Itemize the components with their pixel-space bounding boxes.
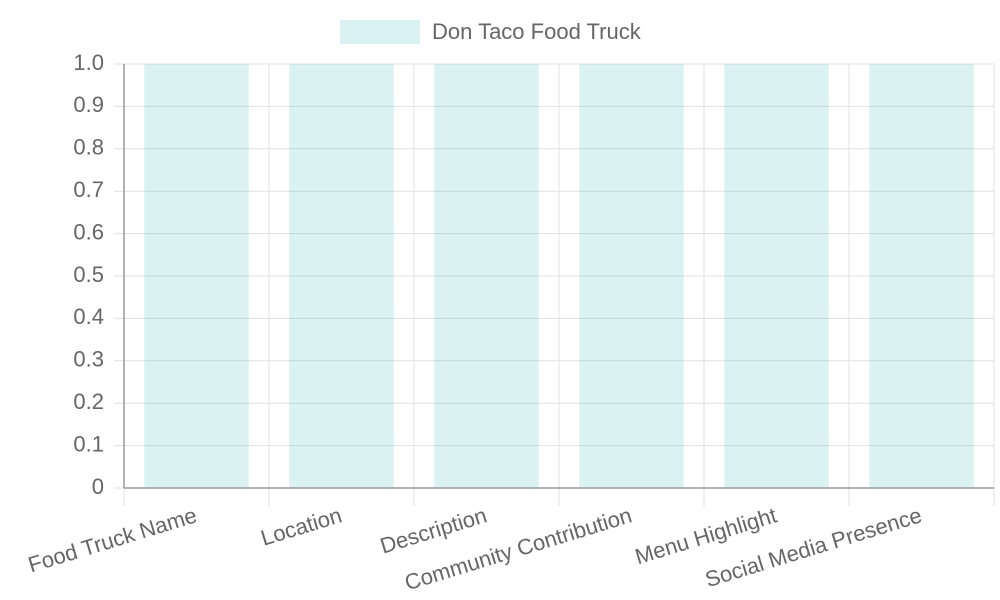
bar	[289, 64, 394, 488]
y-tick-label: 0.8	[73, 135, 104, 160]
bar	[144, 64, 249, 488]
x-tick-label: Food Truck Name	[25, 502, 200, 577]
y-tick-label: 0.2	[73, 389, 104, 414]
bar	[869, 64, 974, 488]
legend-swatch	[340, 20, 420, 44]
legend-label: Don Taco Food Truck	[432, 19, 642, 44]
y-tick-label: 0.1	[73, 431, 104, 456]
bar	[724, 64, 829, 488]
x-tick-label: Location	[258, 502, 345, 550]
y-tick-label: 0	[92, 474, 104, 499]
y-tick-label: 0.4	[73, 304, 104, 329]
y-tick-label: 0.9	[73, 92, 104, 117]
y-tick-label: 0.6	[73, 219, 104, 244]
y-tick-label: 0.5	[73, 262, 104, 287]
bar	[579, 64, 684, 488]
y-tick-label: 1.0	[73, 50, 104, 75]
y-tick-label: 0.7	[73, 177, 104, 202]
y-tick-label: 0.3	[73, 347, 104, 372]
bar	[434, 64, 539, 488]
